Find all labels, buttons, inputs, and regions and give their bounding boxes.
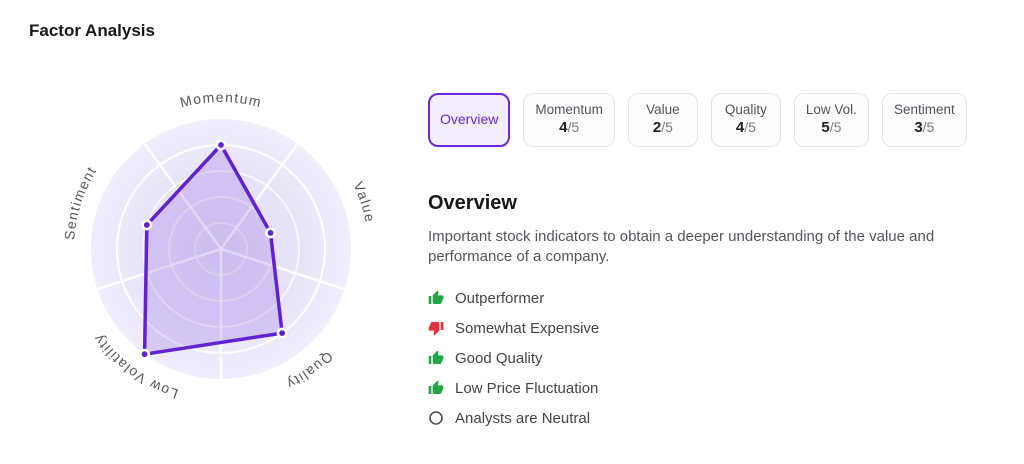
indicator-row: Outperformer bbox=[428, 283, 988, 313]
indicator-label: Analysts are Neutral bbox=[455, 409, 591, 427]
tab-label: Low Vol. bbox=[805, 102, 857, 118]
radar-vertex-dot-momentum bbox=[215, 139, 227, 151]
indicator-label: Somewhat Expensive bbox=[455, 319, 600, 337]
tab-score-max: /5 bbox=[829, 119, 842, 136]
thumb-up-icon bbox=[428, 350, 444, 366]
tab-score: 3/5 bbox=[914, 119, 934, 138]
radar-axis-label-momentum: Momentum bbox=[178, 89, 263, 110]
indicator-row: Good Quality bbox=[428, 343, 988, 373]
tab-momentum[interactable]: Momentum 4/5 bbox=[523, 93, 615, 147]
radar-vertex-dot-value bbox=[264, 227, 276, 239]
indicator-label: Low Price Fluctuation bbox=[455, 379, 599, 397]
tab-score-value: 3 bbox=[914, 119, 923, 137]
tab-score: 5/5 bbox=[821, 119, 841, 138]
tab-score: 4/5 bbox=[559, 119, 579, 138]
tab-score-value: 2 bbox=[652, 119, 662, 137]
tab-quality[interactable]: Quality 4/5 bbox=[710, 93, 781, 147]
indicator-label: Outperformer bbox=[455, 289, 545, 307]
radar-vertex-dot-quality bbox=[276, 327, 288, 339]
factor-detail-panel: Overview Momentum 4/5 Value 2/5 Quality 4/5 Low… bbox=[428, 93, 988, 433]
indicator-row: Somewhat Expensive bbox=[428, 313, 988, 343]
indicator-list: Outperformer Somewhat Expensive Good Quali… bbox=[428, 283, 988, 433]
radar-grid-spoke bbox=[97, 247, 222, 291]
tab-label: Sentiment bbox=[893, 102, 955, 118]
tab-score-max: /5 bbox=[661, 119, 673, 136]
tab-label: Value bbox=[646, 102, 680, 118]
page-title: Factor Analysis bbox=[29, 21, 155, 40]
indicator-label: Good Quality bbox=[455, 349, 543, 367]
overview-description: Important stock indicators to obtain a d… bbox=[428, 228, 935, 265]
factor-tabs: Overview Momentum 4/5 Value 2/5 Quality 4/5 Low… bbox=[428, 93, 988, 147]
tab-score-max: /5 bbox=[567, 119, 580, 136]
radar-grid-spoke bbox=[220, 247, 345, 291]
tab-score: 2/5 bbox=[653, 119, 673, 138]
radar-axis-label-value: Value bbox=[350, 179, 378, 224]
tab-value[interactable]: Value 2/5 bbox=[627, 93, 698, 147]
thumb-up-icon bbox=[428, 380, 444, 396]
radar-vertex-dot-sentiment bbox=[141, 219, 153, 231]
tab-score: 4/5 bbox=[736, 119, 756, 138]
radar-data-polygon bbox=[142, 143, 284, 356]
tab-label: Momentum bbox=[535, 102, 603, 118]
tab-low-vol[interactable]: Low Vol. 5/5 bbox=[793, 93, 869, 147]
overview-heading: Overview bbox=[428, 192, 517, 214]
tab-score-max: /5 bbox=[744, 119, 756, 136]
thumb-down-icon bbox=[428, 320, 444, 336]
tab-score-value: 5 bbox=[821, 119, 830, 137]
indicator-row: Low Price Fluctuation bbox=[428, 373, 988, 403]
tab-label: Quality bbox=[724, 102, 767, 118]
radar-chart-container: Momentum Value Quality Low Volatility Sentim… bbox=[0, 0, 450, 464]
indicator-row: Analysts are Neutral bbox=[428, 403, 988, 433]
tab-label: Overview bbox=[440, 111, 499, 128]
tab-score-value: 4 bbox=[735, 119, 745, 137]
neutral-circle-icon bbox=[428, 410, 444, 426]
tab-sentiment[interactable]: Sentiment 3/5 bbox=[881, 93, 967, 147]
tab-overview[interactable]: Overview bbox=[428, 93, 511, 147]
radar-grid-spoke bbox=[219, 143, 299, 250]
tab-score-max: /5 bbox=[922, 119, 935, 136]
tab-score-value: 4 bbox=[559, 119, 568, 137]
radar-vertex-dot-low-volatility bbox=[139, 348, 151, 360]
thumb-up-icon bbox=[428, 290, 444, 306]
radar-grid-spoke bbox=[143, 143, 223, 250]
